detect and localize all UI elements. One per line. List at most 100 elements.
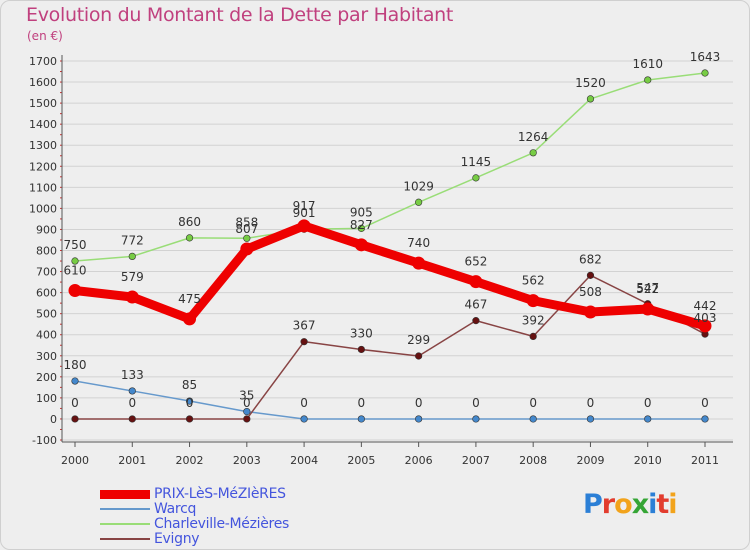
data-label: 467 <box>464 298 487 312</box>
data-point <box>583 305 597 319</box>
data-label: 0 <box>587 396 595 410</box>
data-point <box>243 415 251 423</box>
proxiti-logo: Proxiti <box>583 489 678 520</box>
x-tick-label: 2006 <box>405 454 433 467</box>
data-point <box>644 415 652 423</box>
legend-label: PRIX-LèS-MéZIèRES <box>154 486 286 502</box>
data-label: 1029 <box>403 179 434 193</box>
x-tick-label: 2005 <box>347 454 375 467</box>
data-label: 0 <box>701 396 709 410</box>
series-line <box>74 72 706 262</box>
y-tick-label: -100 <box>32 434 57 447</box>
series-line <box>70 221 710 331</box>
x-tick-label: 2003 <box>233 454 261 467</box>
y-tick-label: 0 <box>50 413 57 426</box>
data-label: 682 <box>579 252 602 266</box>
data-point <box>698 319 712 333</box>
data-label: 85 <box>182 378 197 392</box>
data-point <box>71 377 79 385</box>
x-tick-label: 2010 <box>634 454 662 467</box>
data-point <box>357 345 365 354</box>
data-label: 860 <box>178 215 201 229</box>
legend-swatch <box>100 508 150 510</box>
x-tick-label: 2009 <box>576 454 604 467</box>
data-point <box>357 224 365 232</box>
data-label: 858 <box>235 215 258 229</box>
axis-layer: -100010020030040050060070080090010001100… <box>29 55 733 467</box>
data-label: 750 <box>64 238 87 252</box>
y-tick-label: 700 <box>36 266 57 279</box>
y-tick-label: 900 <box>36 223 57 236</box>
data-label: 0 <box>186 396 194 410</box>
data-label: 0 <box>472 396 480 410</box>
legend-swatch <box>100 538 150 540</box>
x-tick-label: 2000 <box>61 454 89 467</box>
grid-layer <box>62 60 733 441</box>
data-label: 330 <box>350 326 373 340</box>
data-label: 0 <box>644 396 652 410</box>
data-label: 0 <box>529 396 537 410</box>
data-point <box>586 271 595 279</box>
y-tick-label: 1300 <box>29 139 57 152</box>
data-point <box>243 234 251 242</box>
data-point <box>71 257 79 265</box>
data-point <box>300 338 308 346</box>
data-label: 579 <box>121 270 144 284</box>
y-tick-label: 1200 <box>29 160 57 173</box>
data-point <box>472 317 480 325</box>
data-label: 1264 <box>518 130 549 144</box>
data-label: 905 <box>350 205 373 219</box>
y-tick-label: 400 <box>36 329 57 342</box>
data-point <box>354 238 368 252</box>
data-point <box>469 275 483 289</box>
data-point <box>71 415 79 423</box>
data-point <box>185 397 194 405</box>
data-label: 475 <box>178 292 201 306</box>
data-label: 403 <box>694 311 717 325</box>
data-point <box>297 219 311 233</box>
data-point <box>472 415 480 423</box>
data-point <box>183 312 197 326</box>
data-point <box>415 415 423 423</box>
logo-letter: x <box>631 489 649 520</box>
logo-letter: o <box>614 489 633 520</box>
x-tick-label: 2001 <box>118 454 146 467</box>
y-tick-label: 1700 <box>29 55 57 68</box>
y-tick-label: 300 <box>36 350 57 363</box>
y-tick-label: 600 <box>36 287 57 300</box>
y-tick-label: 1600 <box>29 76 57 89</box>
data-label: 547 <box>636 281 659 295</box>
data-label: 508 <box>579 285 602 299</box>
legend-item: Evigny <box>100 531 200 547</box>
data-point <box>243 407 251 416</box>
data-label: 522 <box>636 282 659 296</box>
data-label: 0 <box>358 396 366 410</box>
data-point <box>415 352 423 360</box>
series-line <box>74 380 706 420</box>
data-point <box>701 415 709 423</box>
data-label: 367 <box>293 319 316 333</box>
y-tick-label: 500 <box>36 308 57 321</box>
data-point <box>644 76 652 84</box>
data-label: 0 <box>128 396 136 410</box>
x-tick-label: 2004 <box>290 454 318 467</box>
data-point <box>529 149 537 157</box>
legend-label: Evigny <box>154 531 200 547</box>
data-point <box>128 415 136 423</box>
chart-title: Evolution du Montant de la Dette par Hab… <box>26 4 454 26</box>
data-point <box>240 242 254 256</box>
x-tick-label: 2002 <box>176 454 204 467</box>
data-point <box>357 415 365 423</box>
legend-label: Charleville-Mézières <box>154 516 290 532</box>
data-label: 917 <box>293 199 316 213</box>
data-label: 1520 <box>575 76 606 90</box>
y-tick-label: 1400 <box>29 118 57 131</box>
data-point <box>300 415 308 423</box>
data-label: 562 <box>522 274 545 288</box>
data-point <box>586 95 595 103</box>
data-point <box>125 290 139 304</box>
data-label: 180 <box>64 358 87 372</box>
y-tick-label: 1000 <box>29 202 57 215</box>
legend-label: Warcq <box>154 501 197 517</box>
